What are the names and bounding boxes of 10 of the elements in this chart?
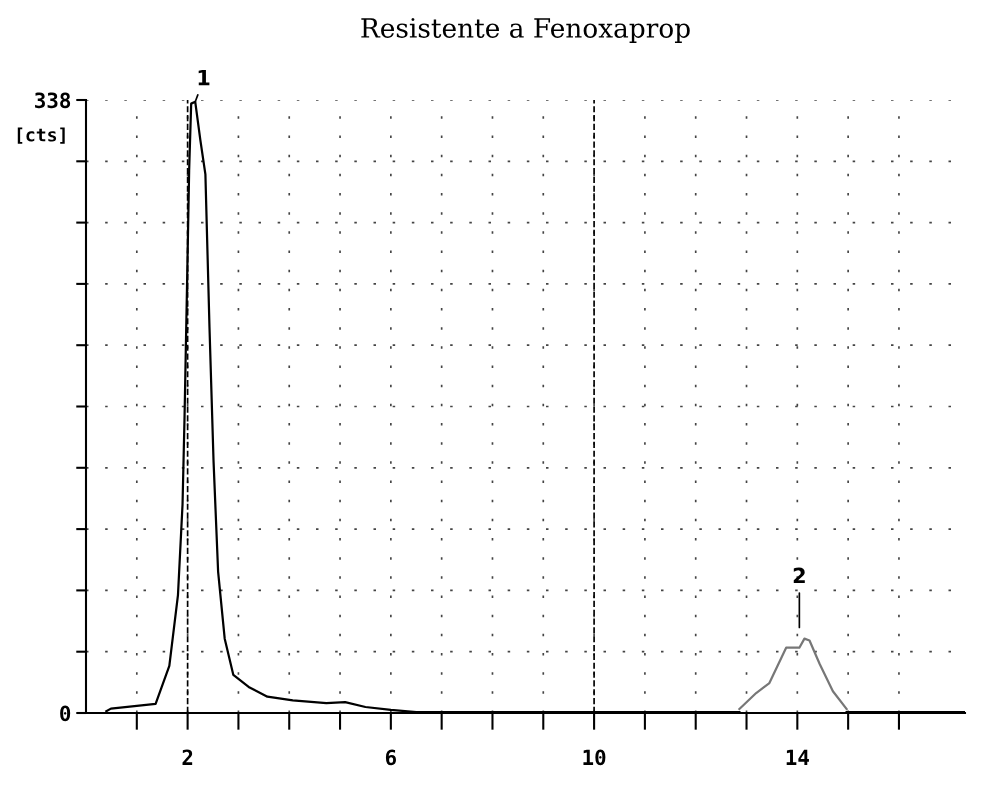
- annotation: 2: [793, 567, 805, 584]
- annotation: 1: [198, 69, 210, 86]
- x-tick-label: 14: [786, 749, 809, 765]
- chart-title: Resistente a Fenoxaprop: [361, 18, 690, 43]
- y-tick-label: 338: [35, 92, 71, 109]
- x-tick-label: 2: [182, 749, 193, 765]
- y-axis-title: [cts]: [17, 127, 65, 144]
- x-tick-label: 6: [385, 749, 396, 766]
- y-tick-label: 0: [60, 705, 71, 722]
- x-tick-label: 10: [583, 749, 606, 766]
